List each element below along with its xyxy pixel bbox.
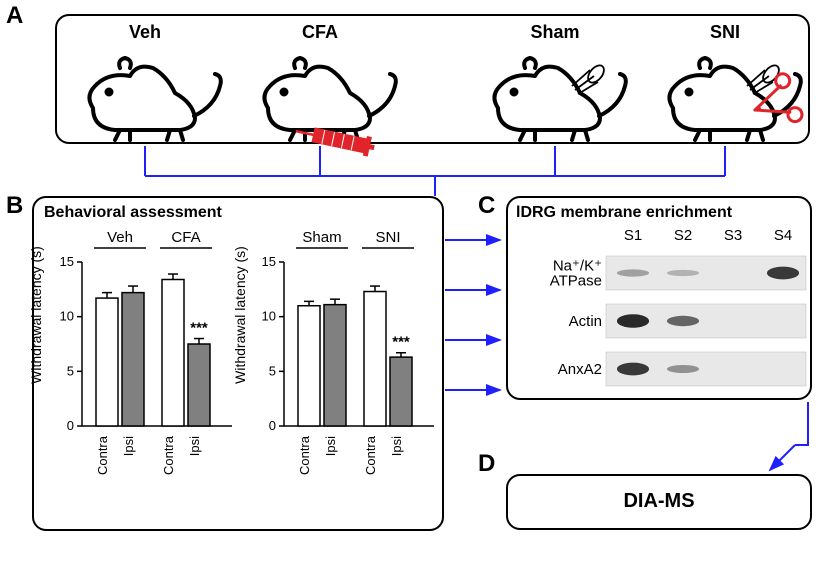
chart2: 0 5 10 15 Contra Ipsi Contra Ipsi Sham SNI *** bbox=[260, 232, 440, 522]
svg-text:Actin: Actin bbox=[569, 313, 602, 330]
svg-text:Ipsi: Ipsi bbox=[389, 436, 404, 456]
svg-text:Contra: Contra bbox=[161, 435, 176, 475]
svg-text:***: *** bbox=[190, 320, 208, 337]
svg-text:Contra: Contra bbox=[297, 435, 312, 475]
blots: S1S2S3S4Na⁺/K⁺ATPaseActinAnxA2 bbox=[506, 224, 812, 400]
panel-d-label: D bbox=[478, 450, 495, 478]
panel-d-title: DIA-MS bbox=[506, 490, 812, 513]
svg-text:0: 0 bbox=[269, 418, 276, 433]
svg-text:10: 10 bbox=[262, 309, 276, 324]
svg-text:15: 15 bbox=[60, 254, 74, 269]
svg-text:Sham: Sham bbox=[302, 229, 341, 246]
svg-text:10: 10 bbox=[60, 309, 74, 324]
svg-text:SNI: SNI bbox=[375, 229, 400, 246]
svg-text:AnxA2: AnxA2 bbox=[558, 361, 602, 378]
svg-text:Contra: Contra bbox=[363, 435, 378, 475]
svg-text:CFA: CFA bbox=[171, 229, 200, 246]
svg-text:S1: S1 bbox=[624, 227, 642, 244]
svg-text:Ipsi: Ipsi bbox=[187, 436, 202, 456]
svg-text:0: 0 bbox=[67, 418, 74, 433]
svg-text:***: *** bbox=[392, 334, 410, 351]
panel-b-label: B bbox=[6, 192, 23, 220]
svg-text:15: 15 bbox=[262, 254, 276, 269]
panel-c-label: C bbox=[478, 192, 495, 220]
svg-text:5: 5 bbox=[269, 363, 276, 378]
svg-text:Ipsi: Ipsi bbox=[323, 436, 338, 456]
svg-text:S3: S3 bbox=[724, 227, 742, 244]
svg-text:S4: S4 bbox=[774, 227, 792, 244]
svg-text:Veh: Veh bbox=[107, 229, 133, 246]
chart1: 0 5 10 15 Contra Ipsi Contra Ipsi Veh CFA *** bbox=[58, 232, 238, 522]
svg-text:S2: S2 bbox=[674, 227, 692, 244]
svg-text:Ipsi: Ipsi bbox=[121, 436, 136, 456]
svg-text:5: 5 bbox=[67, 363, 74, 378]
svg-text:ATPase: ATPase bbox=[550, 273, 602, 290]
chart1-ylabel: Withdrawal latency (s) bbox=[28, 230, 44, 400]
panel-c-title: lDRG membrane enrichment bbox=[516, 204, 732, 222]
svg-text:Contra: Contra bbox=[95, 435, 110, 475]
panel-b-title: Behavioral assessment bbox=[44, 204, 222, 222]
